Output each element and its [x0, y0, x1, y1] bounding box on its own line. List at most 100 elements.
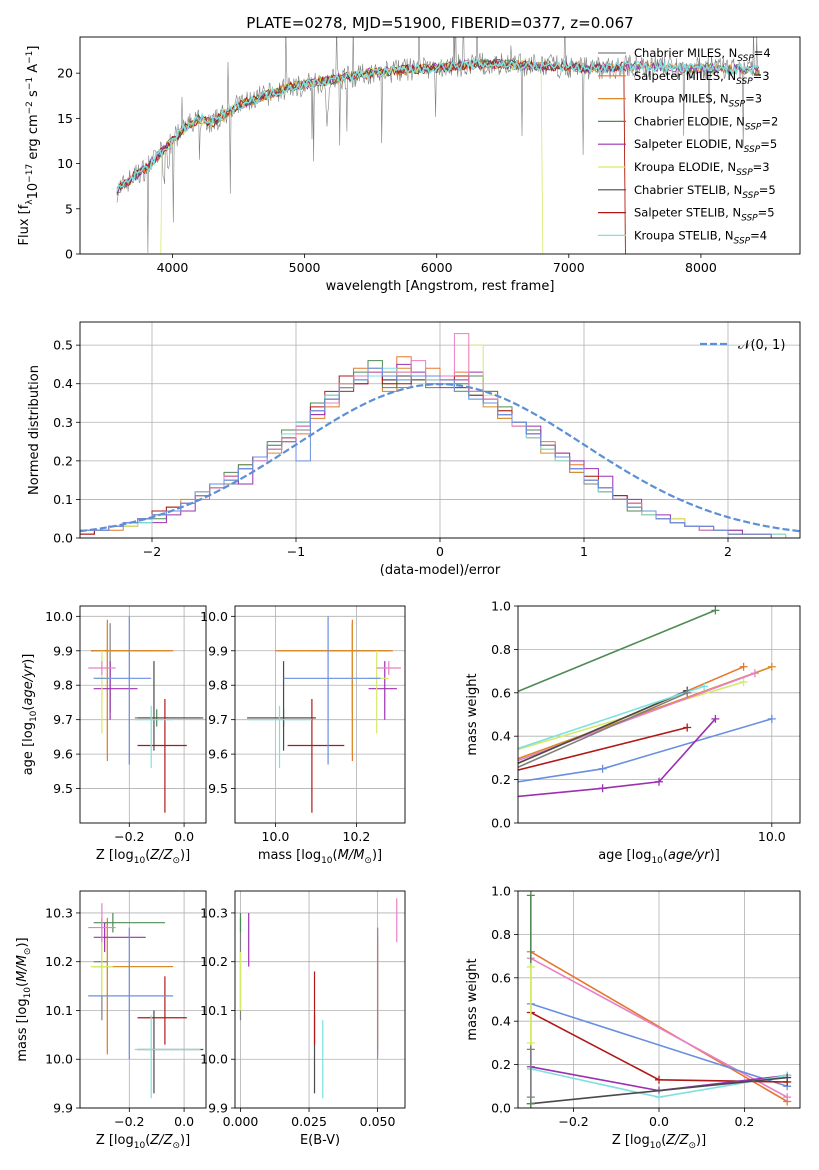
y-tick-label: 9.6	[208, 747, 228, 762]
weight-marker	[683, 688, 692, 697]
y-tick-label: 0.4	[491, 1014, 511, 1029]
y-tick-label: 0.2	[53, 453, 73, 468]
y-axis-label-residuals: Normed distribution	[27, 365, 42, 495]
weight-marker	[204, 812, 212, 820]
y-tick-label: 10.3	[200, 905, 228, 920]
axes-residuals: −2 −1 0 1 2 0.0 0.1 0.2 0.3 0.4 0.5	[53, 321, 801, 559]
y-tick-label: 0.0	[491, 1101, 511, 1116]
y-tick-label: 0.0	[491, 816, 511, 831]
weight-line-kroupa-miles	[518, 666, 773, 760]
weight-marker	[526, 962, 535, 971]
y-tick-label: 5	[65, 201, 73, 216]
x-tick-label: 0.050	[360, 1114, 396, 1129]
axes-spectrum: 4000 5000 6000 7000 8000 0 5 10 15 20	[57, 36, 801, 275]
weight-marker	[526, 1045, 535, 1054]
weight-marker	[783, 1073, 792, 1082]
y-tick-label: 0.0	[53, 531, 73, 546]
weight-marker	[739, 662, 748, 671]
x-tick-label: −2	[143, 544, 161, 559]
weight-marker	[711, 606, 720, 615]
x-axis-label-mass_weight_age: age [log10(age/yr)]	[598, 848, 720, 866]
axes-frame	[234, 890, 406, 1109]
y-axis-label-mass_weight_age: mass weight	[465, 673, 480, 755]
x-tick-label: −0.2	[114, 829, 144, 844]
plot-area-residuals	[80, 333, 800, 538]
weight-marker	[655, 777, 663, 786]
plot-area-spectrum	[116, 37, 761, 254]
axes-frame	[517, 890, 801, 1109]
x-axis-label-z_mass: Z [log10(Z/Z⊙)]	[96, 1133, 190, 1151]
weight-line-chabrier-miles	[518, 692, 688, 769]
weight-marker	[526, 1093, 535, 1102]
weight-marker	[711, 714, 720, 723]
legend-label: Salpeter MILES, NSSP=3	[634, 69, 770, 87]
weight-marker	[683, 723, 692, 732]
axes-mass_age: 10.0 10.2 9.5 9.6 9.7 9.8 9.9 10.0	[200, 605, 406, 844]
y-tick-label: 20	[57, 66, 73, 81]
spectrum-model-kroupa-stelib	[116, 57, 759, 192]
y-tick-label: 0.1	[53, 492, 73, 507]
spectrum-model-salpeter-stelib	[116, 59, 626, 254]
y-tick-label: 1.0	[491, 599, 511, 614]
weight-line-chabrier-elodie	[518, 609, 716, 693]
x-tick-label: 1	[580, 544, 588, 559]
weight-line-blue	[530, 1003, 788, 1088]
weight-line-pink	[530, 957, 788, 1098]
axes-frame	[79, 605, 207, 824]
normal-curve	[80, 382, 800, 533]
y-tick-label: 10.2	[200, 954, 228, 969]
y-tick-label: 1.0	[491, 884, 511, 899]
y-tick-label: 9.7	[208, 712, 228, 727]
spectrum-legend: Chabrier MILES, NSSP=4 Salpeter MILES, NS…	[598, 46, 778, 246]
weight-marker	[739, 677, 748, 686]
weight-line-chabrier-stelib	[530, 1076, 788, 1105]
x-tick-label: 6000	[421, 260, 453, 275]
y-tick-label: 10.0	[45, 609, 73, 624]
y-tick-label: 10.2	[45, 954, 73, 969]
weight-marker	[288, 791, 296, 799]
weight-marker	[783, 1093, 792, 1102]
x-axis-label-residuals: (data-model)/error	[380, 563, 501, 578]
y-tick-label: 9.8	[208, 678, 228, 693]
y-tick-label: 0.4	[491, 729, 511, 744]
legend-label: 𝒩(0, 1)	[738, 338, 785, 353]
y-axis-label-z_mass: mass [log10(M/M⊙)]	[15, 937, 33, 1061]
x-tick-label: 0.0	[649, 1114, 669, 1129]
x-tick-label: 0.025	[291, 1114, 327, 1129]
weight-marker	[526, 891, 535, 900]
y-tick-label: 10.0	[200, 1052, 228, 1067]
y-tick-label: 10.0	[200, 609, 228, 624]
axes-z_age: −0.2 0.0 9.5 9.6 9.7 9.8 9.9 10.0	[45, 605, 207, 844]
y-axis-label-mass_weight_z: mass weight	[465, 958, 480, 1040]
x-tick-label: 10.0	[758, 829, 786, 844]
legend-label: Kroupa ELODIE, NSSP=3	[634, 160, 770, 178]
y-tick-label: 0.4	[53, 376, 73, 391]
x-tick-label: 0.2	[735, 1114, 755, 1129]
axes-mass_weight_age: 10.0 0.0 0.2 0.4 0.6 0.8 1.0	[204, 599, 801, 844]
y-tick-label: 0.2	[491, 1057, 511, 1072]
spectrum-model-kroupa-elodie	[160, 59, 544, 254]
plot-area-mass_age	[247, 616, 401, 813]
y-tick-label: 0.3	[53, 415, 73, 430]
y-tick-label: 9.5	[208, 781, 228, 796]
x-tick-label: 0.0	[174, 829, 194, 844]
y-tick-label: 9.9	[208, 1101, 228, 1116]
y-tick-label: 9.9	[53, 1101, 73, 1116]
weight-marker	[598, 784, 607, 793]
x-tick-label: −0.2	[114, 1114, 144, 1129]
x-tick-label: 4000	[157, 260, 189, 275]
weight-marker	[486, 754, 494, 762]
y-tick-label: 0.2	[491, 772, 511, 787]
spectrum-model-kroupa-miles	[116, 58, 626, 254]
legend-label: Chabrier ELODIE, NSSP=2	[634, 114, 778, 132]
x-tick-label: −0.2	[558, 1114, 588, 1129]
weight-marker	[700, 682, 709, 691]
figure-title: PLATE=0278, MJD=51900, FIBERID=0377, z=0…	[246, 14, 633, 32]
y-tick-label: 0.8	[491, 642, 511, 657]
y-axis-label-z_age: age [log10(age/yr)]	[21, 654, 39, 776]
legend-label: Chabrier STELIB, NSSP=5	[634, 183, 776, 201]
weight-line-salpeter-stelib	[518, 726, 688, 771]
x-tick-label: 0.0	[174, 1114, 194, 1129]
histogram-blue	[80, 367, 800, 538]
legend-label: Kroupa MILES, NSSP=3	[634, 92, 762, 110]
